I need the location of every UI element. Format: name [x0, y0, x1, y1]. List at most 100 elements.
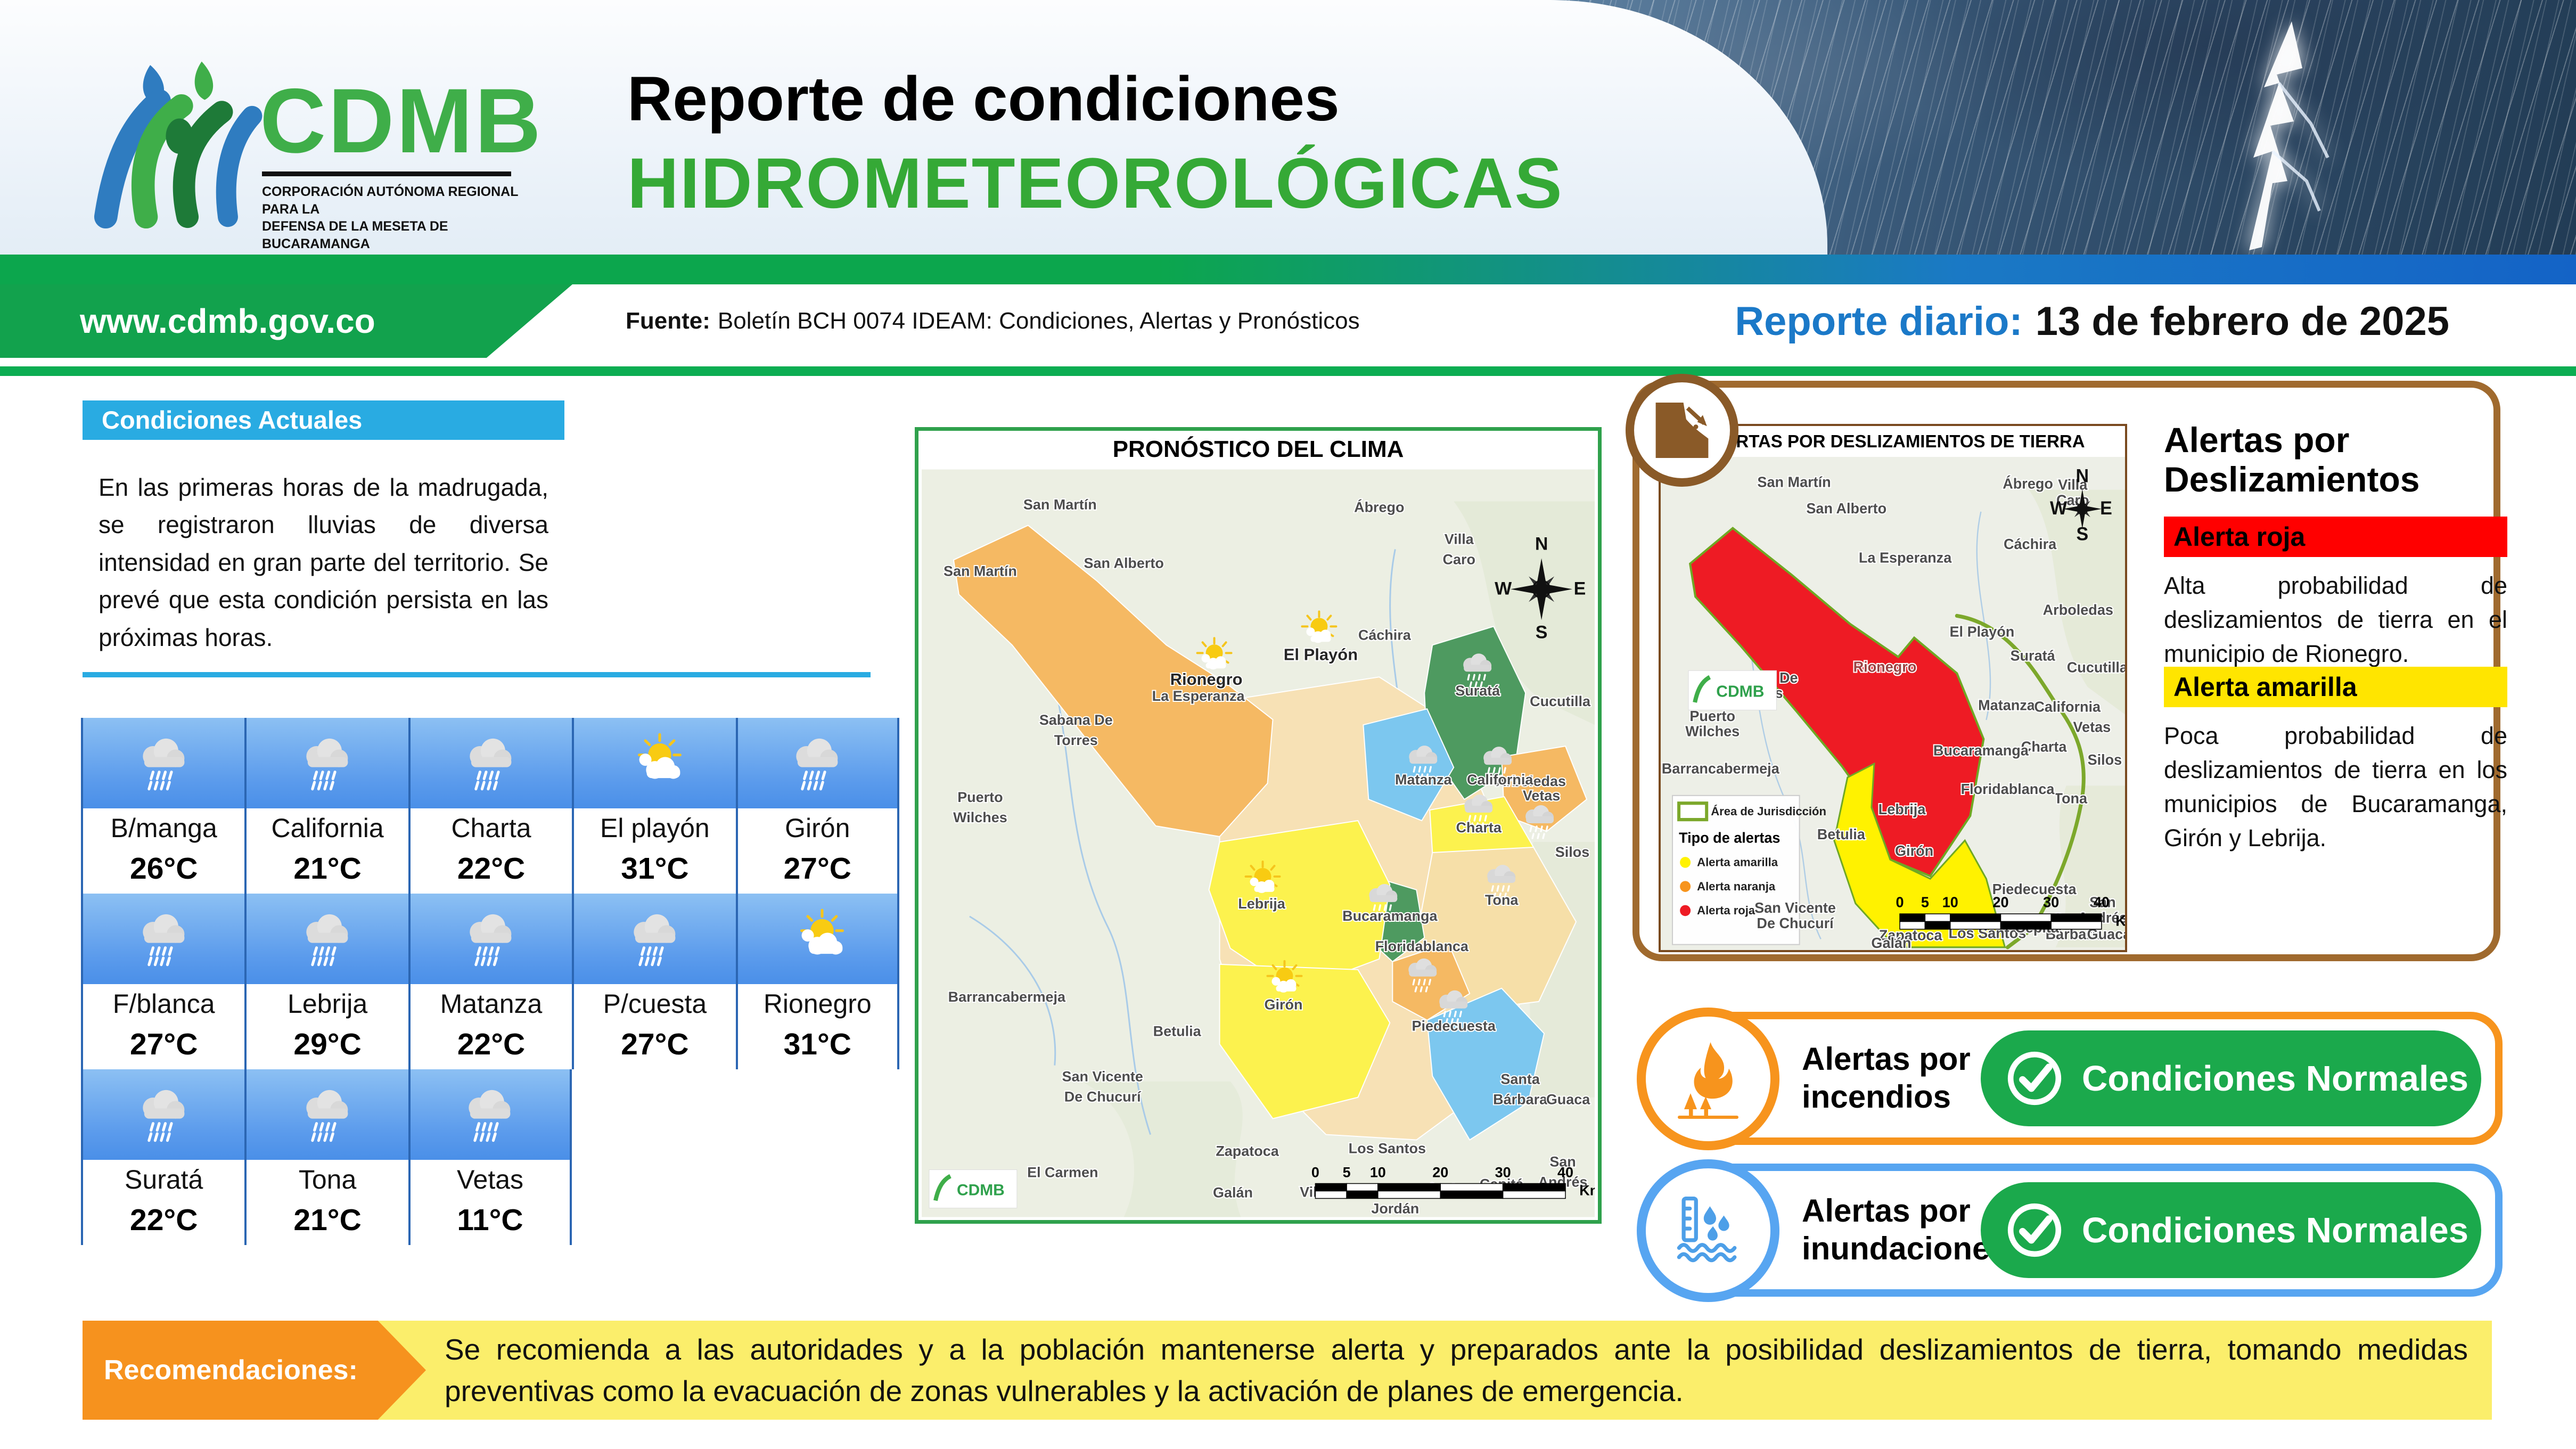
- map-label: Floridablanca: [1961, 780, 2055, 797]
- city-name: P/cuesta: [603, 989, 707, 1019]
- map-label: Ábrego: [2003, 475, 2053, 492]
- map-label: San Vicente: [1062, 1069, 1143, 1085]
- map-label: Silos: [2088, 751, 2122, 768]
- map-label: Barrancabermeja: [948, 989, 1066, 1005]
- compass-w: W: [1495, 578, 1512, 599]
- map-label: Rionegro: [1853, 658, 1917, 675]
- lightning-icon: [2249, 21, 2329, 250]
- map-label: Vetas: [1523, 788, 1560, 804]
- rain-icon: [306, 738, 348, 791]
- scale-bar-segment: [1899, 913, 1926, 922]
- scale-tick: 40: [1557, 1165, 1573, 1181]
- map-label: Charta: [1456, 820, 1502, 836]
- flood-alert-label: Alertas por inundaciones: [1802, 1192, 2008, 1268]
- map-label: California: [1467, 772, 1533, 788]
- map-label: San Alberto: [1806, 500, 1886, 517]
- city-temp: 22°C: [457, 852, 526, 886]
- scale-bar-segment: [1440, 1183, 1504, 1192]
- map-label: Piedecuesta: [1412, 1018, 1496, 1034]
- map-label: San Martín: [1023, 496, 1097, 512]
- logo-tagline-line2: DEFENSA DE LA MESETA DE BUCARAMANGA: [262, 219, 448, 251]
- legend-item-label: Alerta roja: [1697, 904, 1755, 917]
- rain-icon-box: [737, 718, 897, 808]
- rain-icon: [143, 914, 185, 967]
- flood-label-line2: inundaciones: [1802, 1231, 2008, 1266]
- weather-cell: Suratá 22°C: [81, 1069, 245, 1245]
- city-name: Vetas: [456, 1165, 524, 1194]
- map-label: Lebrija: [1878, 801, 1926, 817]
- fire-label-line2: incendios: [1802, 1079, 1951, 1115]
- compass-rose-icon: [2063, 489, 2102, 529]
- city-temp: 11°C: [457, 1203, 523, 1237]
- city-temp: 21°C: [293, 1203, 362, 1237]
- map-label: Wilches: [1685, 723, 1740, 739]
- panel-title-line1: Alertas por: [2164, 420, 2350, 460]
- map-label: El Playón: [1284, 645, 1358, 664]
- recommendations-label: Recomendaciones:: [83, 1321, 426, 1420]
- weather-cell: Tona 21°C: [244, 1069, 408, 1245]
- map-label: Rionegro: [1170, 670, 1243, 689]
- map-label: De Chucurí: [1064, 1089, 1142, 1105]
- source-line: Fuente: Boletín BCH 0074 IDEAM: Condicio…: [626, 284, 1360, 358]
- fire-label-line1: Alertas por: [1802, 1041, 1971, 1077]
- report-date-value: 13 de febrero de 2025: [2035, 298, 2449, 344]
- map-label: California: [2034, 698, 2101, 715]
- legend-dot: [1680, 905, 1691, 916]
- rain-icon: [470, 914, 512, 967]
- scale-tick: 0: [1311, 1165, 1319, 1181]
- rain-icon-box: [410, 894, 572, 984]
- landslide-panel-title: Alertas por Deslizamientos: [2164, 420, 2494, 500]
- scale-tick: 0: [1896, 894, 1904, 910]
- rain-icon-box: [247, 718, 408, 808]
- map-label: Girón: [1895, 842, 1933, 859]
- scale-tick: 10: [1942, 894, 1958, 910]
- weather-cell: Rionegro 31°C: [735, 894, 899, 1069]
- map-label: Floridablanca: [1375, 938, 1469, 954]
- city-temp: 27°C: [130, 1027, 198, 1061]
- scale-unit: Km: [1579, 1182, 1595, 1198]
- map-label: De Chucurí: [1757, 915, 1834, 931]
- city-temp: 22°C: [130, 1203, 198, 1237]
- map-label: Cáchira: [2004, 536, 2057, 552]
- legend: Área de Jurisdicción Tipo de alertas Ale…: [1672, 795, 1826, 945]
- logo-divider: [262, 171, 511, 176]
- city-name: Girón: [785, 813, 850, 843]
- scale-bar-segment: [2000, 913, 2052, 922]
- compass-w: W: [2050, 498, 2068, 519]
- scale-tick: 20: [1432, 1165, 1448, 1181]
- map-label: Barrancabermeja: [1662, 760, 1780, 776]
- flood-alert-row: Alertas por inundaciones Condiciones Nor…: [1637, 1159, 2503, 1302]
- scale-bar-segment: [1346, 1190, 1379, 1199]
- website-ribbon: [0, 284, 572, 358]
- map-label: Cucutilla: [2067, 659, 2125, 675]
- map-label: La Esperanza: [1859, 549, 1952, 566]
- current-conditions-paragraph: En las primeras horas de la madrugada, s…: [99, 473, 548, 651]
- cyan-divider: [83, 672, 871, 677]
- map-label: Zapatoca: [1216, 1143, 1279, 1159]
- scale-bar-segment: [1377, 1190, 1441, 1199]
- fire-status-pill: Condiciones Normales: [1981, 1030, 2481, 1126]
- city-temp: 26°C: [130, 852, 198, 886]
- city-temp: 21°C: [293, 852, 362, 886]
- compass-n: N: [1535, 534, 1548, 554]
- map-label: La Esperanza: [1152, 688, 1245, 704]
- weather-cell: California 21°C: [244, 718, 408, 894]
- cdmb-mini-logo: [1688, 670, 1777, 710]
- map-label: Tona: [2054, 790, 2087, 806]
- weather-cell: Lebrija 29°C: [244, 894, 408, 1069]
- map-label: Guaca: [1546, 1092, 1590, 1108]
- compass-e: E: [2100, 498, 2112, 519]
- website-link[interactable]: www.cdmb.gov.co: [80, 302, 375, 340]
- partly-sunny-icon: [800, 908, 844, 955]
- map-label: San Alberto: [1084, 555, 1164, 571]
- scale-tick: 30: [1495, 1165, 1511, 1181]
- rain-icon: [470, 738, 512, 791]
- map-label: Piedecuesta: [1992, 881, 2077, 897]
- fire-alert-row: Alertas por incendios Condiciones Normal…: [1637, 1008, 2503, 1150]
- rain-icon: [634, 914, 676, 967]
- map-label: Arboledas: [2043, 601, 2113, 618]
- city-name: F/blanca: [112, 989, 215, 1019]
- green-leaf-icon: [194, 61, 214, 100]
- scale-bar-segment: [1502, 1190, 1566, 1199]
- landslide-map: Área de Jurisdicción Tipo de alertas Ale…: [1661, 457, 2125, 950]
